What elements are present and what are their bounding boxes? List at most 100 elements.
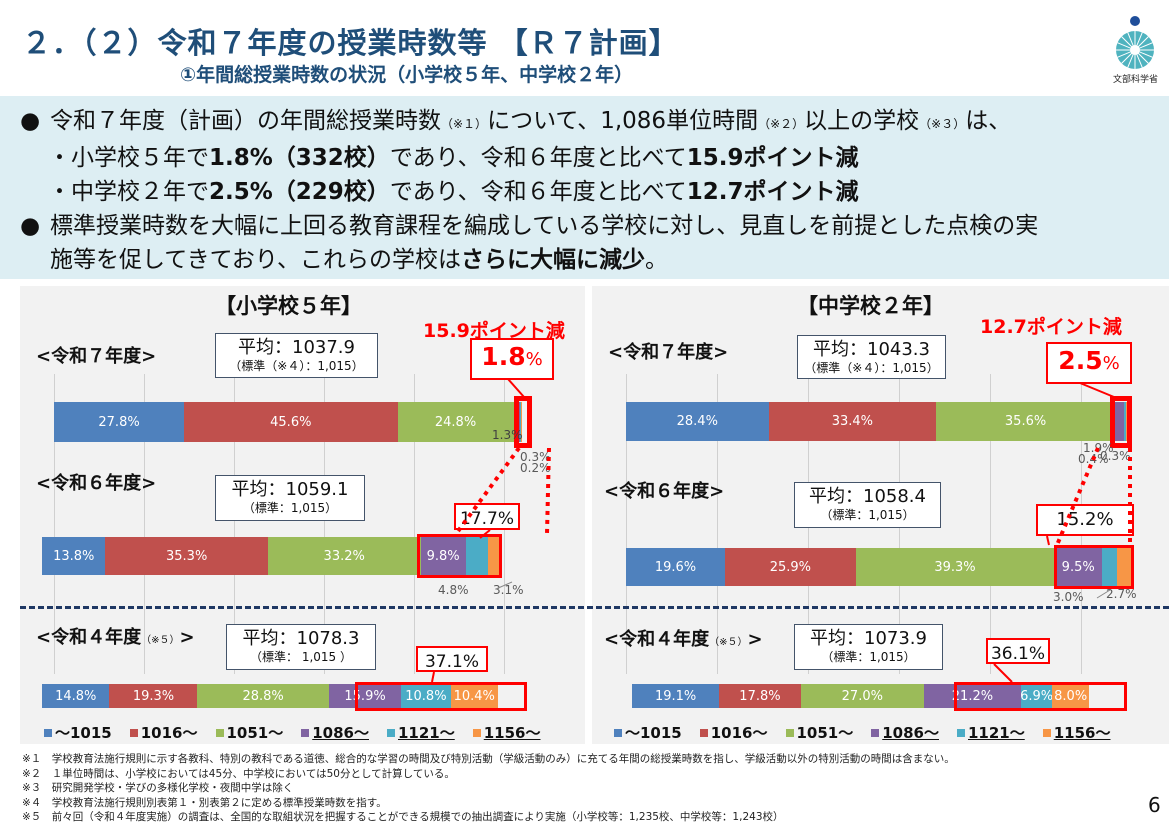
swatch-icon bbox=[871, 728, 880, 737]
segment-1121 bbox=[519, 402, 522, 442]
segment-1156: 8.0% bbox=[1052, 684, 1089, 708]
segment-1051: 33.2% bbox=[267, 537, 421, 575]
junior-r6-bar: 19.6% 25.9% 39.3% 9.5% bbox=[626, 548, 1131, 586]
legend-item-1051: 1051～ bbox=[215, 722, 283, 743]
segment-1016: 33.4% bbox=[768, 402, 937, 441]
legend-item-1015: ～1015 bbox=[44, 722, 112, 743]
elementary-r7-highlight bbox=[514, 396, 532, 448]
junior-reduction: 12.7ポイント減 bbox=[980, 316, 1122, 338]
legend-item-1015: ～1015 bbox=[614, 722, 682, 743]
elementary-r4-avg-box: 平均：1078.3 （標準： 1,015 ） bbox=[226, 624, 376, 670]
footnote-2: ※２ １単位時間は、小学校においては45分、中学校においては50分として計算して… bbox=[22, 767, 455, 780]
segment-1015: 14.8% bbox=[42, 684, 110, 708]
segment-1156 bbox=[487, 537, 502, 575]
legend-item-1121: 1121～ bbox=[387, 722, 455, 743]
junior-r4-bar: 19.1% 17.8% 27.0% 21.2% 6.9% 8.0% bbox=[632, 684, 1089, 708]
junior-r7-label: <令和７年度> bbox=[608, 342, 729, 363]
swatch-icon bbox=[301, 728, 310, 737]
legend-item-1051: 1051～ bbox=[785, 722, 853, 743]
junior-r6-callout: 15.2% bbox=[1036, 504, 1134, 536]
gridline bbox=[626, 374, 627, 674]
swatch-icon bbox=[1042, 728, 1051, 737]
elementary-r7-bar: 27.8% 45.6% 24.8% bbox=[54, 402, 522, 442]
segment-1016: 35.3% bbox=[105, 537, 268, 575]
elementary-chart-panel: 【小学校５年】 15.9ポイント減 <令和７年度> 平均：1037.9 （標準（… bbox=[20, 286, 585, 744]
junior-r6-highlight bbox=[1054, 545, 1134, 589]
elementary-legend: ～1015 1016～ 1051～ 1086～ 1121～ 1156～ bbox=[44, 722, 559, 743]
gridline bbox=[717, 374, 718, 674]
elementary-r6-label: <令和６年度> bbox=[36, 473, 157, 494]
junior-r4-callout: 36.1% bbox=[986, 638, 1050, 664]
label-1121: 3.0% bbox=[1053, 590, 1084, 604]
segment-1016: 25.9% bbox=[724, 548, 856, 586]
junior-r6-avg-box: 平均：1058.4 （標準：1,015） bbox=[794, 482, 941, 528]
page-title: ２．（２）令和７年度の授業時数等 【Ｒ７計画】 bbox=[22, 26, 679, 60]
summary-line-4: ● 標準授業時数を大幅に上回る教育課程を編成している学校に対し、見直しを前提とした… bbox=[20, 209, 1169, 243]
segment-1121 bbox=[465, 537, 488, 575]
label-1156: 2.7% bbox=[1106, 587, 1137, 601]
gridline bbox=[324, 374, 325, 674]
summary-line-1: ● 令和７年度（計画）の年間総授業時数（※１）について、1,086単位時間（※２）… bbox=[20, 104, 1169, 141]
swatch-icon bbox=[785, 728, 794, 737]
swatch-icon bbox=[129, 728, 138, 737]
segment-1121 bbox=[1124, 402, 1127, 441]
elementary-r7-label: <令和７年度> bbox=[36, 346, 157, 367]
segment-1086: 9.5% bbox=[1054, 548, 1103, 586]
elementary-r4-bar: 14.8% 19.3% 28.8% 15.9% 10.8% 10.4% bbox=[42, 684, 498, 708]
summary-box: ● 令和７年度（計画）の年間総授業時数（※１）について、1,086単位時間（※２）… bbox=[0, 96, 1169, 279]
segment-1051: 35.6% bbox=[936, 402, 1115, 441]
legend-item-1121: 1121～ bbox=[957, 722, 1025, 743]
segment-1156 bbox=[521, 402, 522, 442]
elementary-r6-highlight bbox=[417, 534, 502, 578]
junior-r6-label: <令和６年度> bbox=[604, 481, 725, 502]
legend-item-1086: 1086～ bbox=[871, 722, 939, 743]
gridline bbox=[414, 374, 415, 674]
label-1121: 4.8% bbox=[438, 583, 469, 597]
footnote-3: ※３ 研究開発学校・学びの多様化学校・夜間中学は除く bbox=[22, 782, 294, 794]
elementary-r4-highlight bbox=[355, 682, 527, 711]
legend-item-1016: 1016～ bbox=[699, 722, 768, 743]
logo-caption: 文部科学省 bbox=[1113, 75, 1159, 85]
segment-1086: 9.8% bbox=[420, 537, 466, 575]
legend-item-1016: 1016～ bbox=[129, 722, 198, 743]
label-1086: 1.3% bbox=[492, 428, 523, 442]
footnote-1: ※１ 学校教育法施行規則に示す各教科、特別の教科である道徳、総合的な学習の時間及… bbox=[22, 753, 955, 765]
elementary-r6-callout: 17.7% bbox=[454, 503, 520, 530]
segment-1015: 19.1% bbox=[632, 684, 720, 708]
separator-line bbox=[20, 606, 1169, 609]
junior-r7-highlight bbox=[1110, 396, 1132, 448]
summary-line-junior: ・中学校２年で2.5%（229校）であり、令和６年度と比べて12.7ポイント減 bbox=[48, 179, 859, 205]
junior-r4-avg-box: 平均：1073.9 （標準：1,015） bbox=[794, 624, 943, 670]
segment-1015: 28.4% bbox=[626, 402, 769, 441]
elementary-r7-callout: 1.8% bbox=[470, 338, 554, 380]
label-1156: 0.2% bbox=[520, 461, 551, 475]
segment-1015: 19.6% bbox=[626, 548, 725, 586]
swatch-icon bbox=[614, 728, 622, 737]
segment-1016: 17.8% bbox=[719, 684, 801, 708]
elementary-reduction: 15.9ポイント減 bbox=[423, 320, 565, 342]
junior-r7-avg-box: 平均：1043.3 （標準（※４）：1,015） bbox=[797, 335, 946, 379]
segment-1086: 15.9% bbox=[328, 684, 402, 708]
junior-title: 【中学校２年】 bbox=[797, 294, 944, 318]
mext-logo-icon bbox=[1116, 16, 1154, 69]
elementary-r4-label: <令和４年度（※５）> bbox=[36, 627, 195, 648]
junior-legend: ～1015 1016～ 1051～ 1086～ 1121～ 1156～ bbox=[614, 722, 1129, 743]
page-subtitle: ①年間総授業時数の状況（小学校５年、中学校２年） bbox=[180, 64, 634, 86]
segment-1015: 13.8% bbox=[42, 537, 106, 575]
legend-item-1086: 1086～ bbox=[301, 722, 369, 743]
segment-1051: 28.8% bbox=[197, 684, 329, 708]
junior-r7-callout: 2.5% bbox=[1046, 342, 1132, 384]
elementary-title: 【小学校５年】 bbox=[215, 294, 362, 318]
label-1156: 3.1% bbox=[493, 583, 524, 597]
summary-line-5: 施等を促してきており、これらの学校はさらに大幅に減少。 bbox=[50, 247, 669, 273]
footnote-4: ※４ 学校教育法施行規則別表第１・別表第２に定める標準授業時数を指す。 bbox=[22, 796, 387, 809]
summary-line-elementary: ・小学校５年で1.8%（332校）であり、令和６年度と比べて15.9ポイント減 bbox=[48, 145, 859, 171]
junior-chart-panel: 【中学校２年】 12.7ポイント減 <令和７年度> 平均：1043.3 （標準（… bbox=[592, 286, 1169, 744]
segment-1121 bbox=[1102, 548, 1118, 586]
elementary-r6-avg-box: 平均：1059.1 （標準：1,015） bbox=[215, 475, 365, 521]
segment-1086 bbox=[1114, 402, 1125, 441]
elementary-r7-avg-box: 平均：1037.9 （標準（※４）：1,015） bbox=[215, 333, 378, 378]
swatch-icon bbox=[957, 728, 965, 737]
bullet-icon: ● bbox=[20, 213, 41, 239]
page-number: 6 bbox=[1148, 793, 1161, 817]
